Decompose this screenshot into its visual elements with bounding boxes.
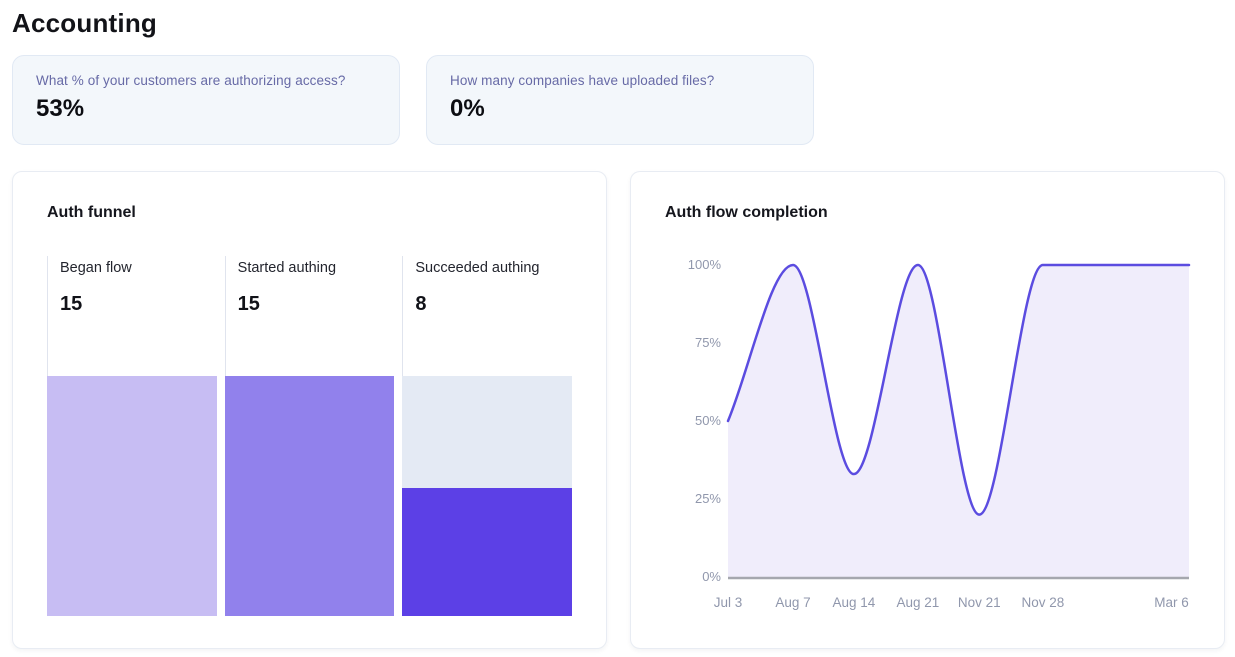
completion-line (726, 263, 1191, 516)
x-axis-tick-label: Nov 21 (957, 595, 1001, 610)
area-fill (728, 265, 1189, 578)
funnel-step-value: 15 (60, 293, 83, 315)
x-axis-tick-label: Aug 7 (775, 595, 811, 610)
stat-card-authorizing-access: What % of your customers are authorizing… (12, 55, 400, 145)
y-axis-tick-label: 75% (694, 335, 721, 350)
completion-line-chart: 100% 75% 50% 25% 0% Jul 3 Aug 7 Aug 14 Aug 21 No… (665, 257, 1191, 633)
funnel-step-label: Started authing (237, 260, 337, 276)
x-axis-tick-label: Nov 28 (1021, 595, 1065, 610)
plot-area (726, 263, 1191, 580)
auth-funnel-card: Auth funnel Began flow 15 Started authin… (12, 171, 607, 649)
funnel-step-label: Succeeded authing (415, 260, 540, 276)
funnel-step-began-flow: Began flow 15 (47, 256, 217, 616)
charts-row: Auth funnel Began flow 15 Started authin… (12, 171, 1225, 649)
y-axis-tick-label: 0% (702, 569, 721, 584)
y-axis-tick-label: 100% (687, 257, 721, 272)
completion-chart-svg (726, 263, 1191, 580)
y-axis-tick-label: 50% (694, 413, 721, 428)
funnel-bar-track (47, 376, 217, 616)
funnel-step-value: 15 (237, 293, 260, 315)
x-axis-tick-label: Aug 21 (896, 595, 940, 610)
stat-value: 0% (450, 95, 485, 122)
stat-card-uploaded-files: How many companies have uploaded files? … (426, 55, 814, 145)
y-axis-tick-label: 25% (694, 491, 721, 506)
page-title: Accounting (12, 8, 157, 38)
stat-value: 53% (36, 95, 85, 122)
funnel-chart: Began flow 15 Started authing 15 (47, 256, 572, 616)
y-axis: 100% 75% 50% 25% 0% (665, 257, 721, 584)
stat-question: What % of your customers are authorizing… (36, 73, 346, 88)
x-axis-tick-label: Aug 14 (832, 595, 876, 610)
x-axis-tick-label: Jul 3 (713, 595, 743, 610)
stat-question: How many companies have uploaded files? (450, 73, 715, 88)
funnel-step-started-authing: Started authing 15 (224, 256, 395, 616)
auth-flow-completion-title: Auth flow completion (665, 204, 828, 221)
funnel-step-value: 8 (415, 293, 427, 315)
funnel-step-label: Began flow (60, 260, 132, 276)
funnel-bar-track (224, 376, 395, 616)
funnel-bar (47, 376, 217, 616)
funnel-step-succeeded-authing: Succeeded authing 8 (402, 256, 572, 616)
funnel-bar (224, 376, 395, 616)
funnel-bar (402, 488, 572, 616)
stat-cards-row: What % of your customers are authorizing… (12, 55, 1225, 145)
auth-funnel-title: Auth funnel (47, 204, 136, 221)
funnel-bar-track (402, 376, 572, 616)
auth-flow-completion-card: Auth flow completion 100% 75% 50% 25% 0% Jul… (630, 171, 1225, 649)
x-axis: Jul 3 Aug 7 Aug 14 Aug 21 Nov 21 Nov 28 Mar 6 (714, 595, 1189, 615)
x-axis-tick-label: Mar 6 (1154, 595, 1189, 610)
